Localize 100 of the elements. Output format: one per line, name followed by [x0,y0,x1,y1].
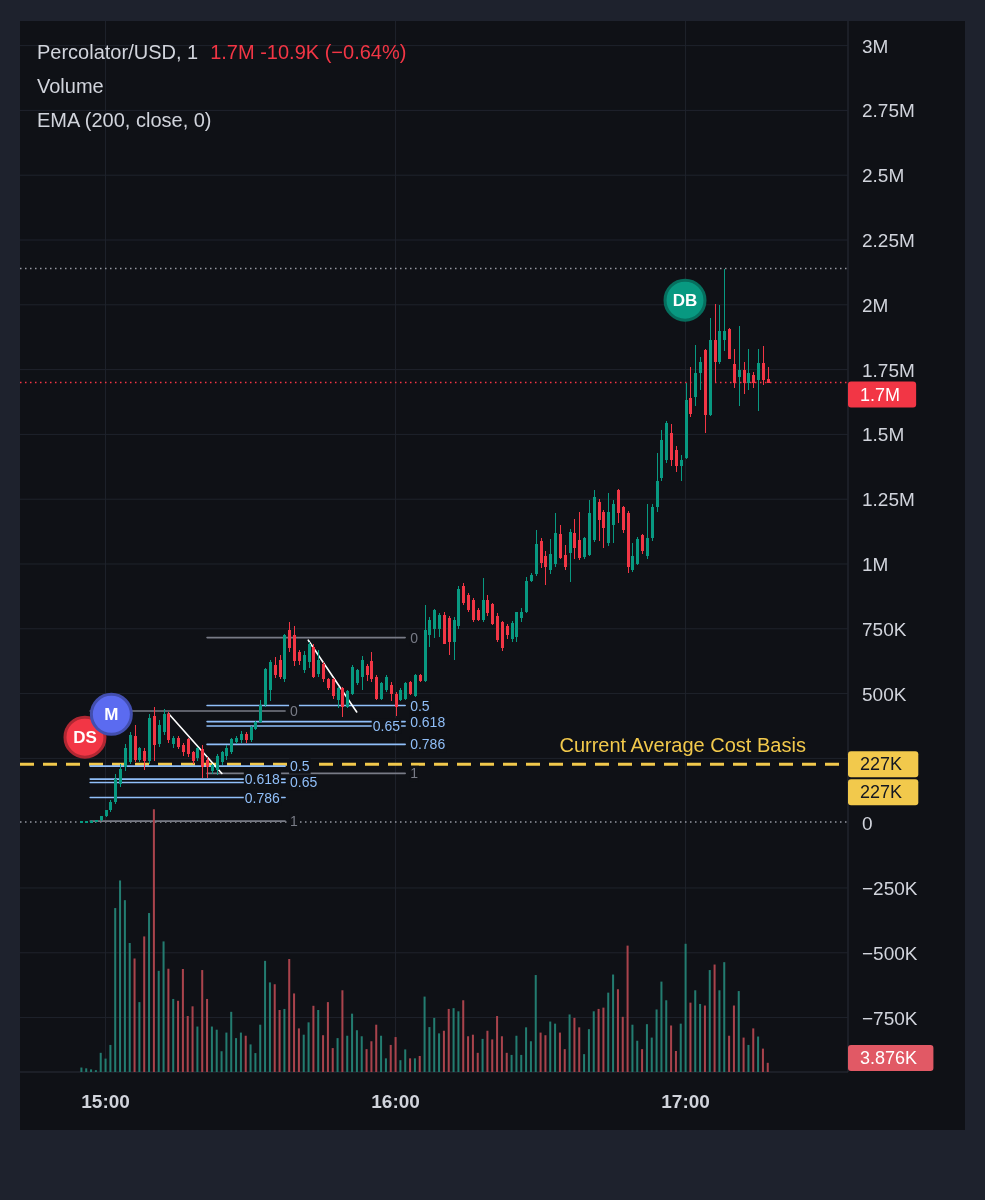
y-tick-label: 1.25M [862,488,915,510]
x-tick-label: 15:00 [81,1090,130,1112]
bar [549,1021,552,1072]
bar [602,1007,605,1072]
candlestick [491,602,494,626]
ref-line-label: 1.7M [860,384,901,405]
bar [399,1060,402,1072]
bar [641,1049,644,1072]
bar [534,975,537,1072]
bar [452,1008,455,1072]
candlestick [433,608,436,639]
bar [626,945,629,1072]
candlestick [646,503,649,560]
candlestick [390,681,393,702]
bar [660,981,663,1072]
bar [230,1011,233,1072]
y-tick-label: −500K [862,942,918,964]
bar [162,941,165,1072]
candlestick [414,673,417,698]
candlestick [467,592,470,613]
bar [761,1048,764,1072]
bar [597,1008,600,1072]
bar [529,1041,532,1072]
bar [235,1038,238,1072]
x-tick-label: 17:00 [661,1090,710,1112]
bar [645,1024,648,1072]
bar [351,1013,354,1072]
text: Percolator/USD, 1 [37,41,199,63]
series-label: 0.786 [410,736,446,753]
bar [418,1055,421,1072]
candlestick [482,577,485,623]
series-label: DS [73,727,97,747]
candlestick [143,747,146,771]
candlestick [680,454,683,482]
series-label: 0.618 [244,771,281,788]
bar [713,964,716,1072]
candlestick [370,651,373,683]
y-tick-label: 1.75M [862,359,915,381]
text: 3.876K [860,1048,918,1068]
candlestick [317,649,320,678]
bar [587,1029,590,1072]
y-tick-label: 1M [862,553,889,575]
bar [636,1040,639,1072]
bar [119,880,122,1072]
bar [467,1036,470,1072]
bar [302,1034,305,1072]
bar [433,1017,436,1072]
bar [220,1051,223,1072]
bar [510,1054,513,1072]
bar [423,996,426,1072]
candlestick [612,499,615,544]
bar [201,970,204,1072]
bar [404,1049,407,1072]
y-tick-label: −250K [862,877,918,899]
bar [409,1058,412,1072]
series-label: 0.5 [290,758,310,775]
candlestick [631,542,634,573]
candlestick [404,681,407,701]
candlestick [259,699,262,724]
bar [336,1038,339,1072]
bar [85,1068,88,1072]
candlestick [617,488,620,524]
bar [525,1027,528,1072]
candlestick [438,612,441,638]
candlestick [573,518,576,560]
candlestick [723,268,726,352]
y-tick-label: 0 [862,812,873,834]
bar [728,1035,731,1072]
bar [123,900,126,1072]
bar [747,1044,750,1072]
bar [684,943,687,1072]
bar [172,998,175,1072]
series-label: 0 [290,702,299,719]
bar [655,1009,658,1072]
candlestick [158,719,161,748]
bar [167,968,170,1072]
bar [674,1050,677,1072]
y-tick-label: 750K [862,618,907,640]
bar [375,1024,378,1072]
text: 1.7M -10.9K (−0.64%) [210,41,407,63]
bar [742,1037,745,1072]
bar [718,990,721,1072]
bar [317,1009,320,1072]
bar [225,1032,228,1072]
candlestick [641,533,644,555]
bar [249,1044,252,1072]
series-label: 0.5 [410,697,430,714]
candlestick [675,445,678,473]
bar [312,1005,315,1072]
candlestick [738,325,741,407]
bar [283,1008,286,1072]
bar [500,1036,503,1072]
bar [254,1053,257,1072]
bar [413,1058,416,1072]
annotation: 227K [860,782,903,803]
bar [104,1058,107,1072]
candlestick [486,594,489,617]
candlestick [361,655,364,691]
bar [239,1032,242,1072]
bar [148,913,151,1072]
